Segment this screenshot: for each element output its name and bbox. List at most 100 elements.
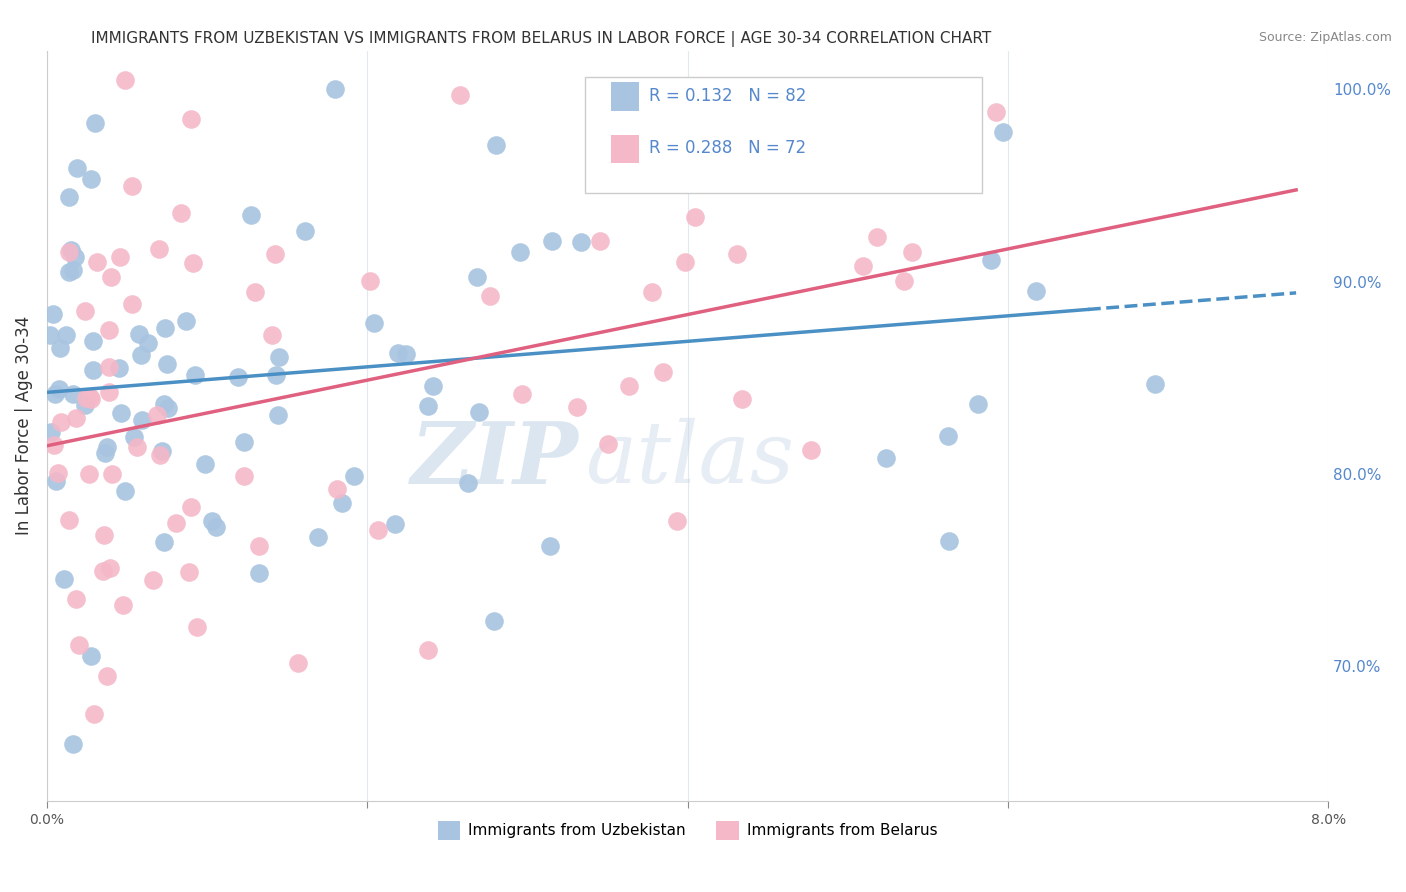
- Point: [538, 539, 561, 553]
- Point: [725, 247, 748, 261]
- Point: [82, 363, 104, 377]
- Point: [73, 304, 96, 318]
- Point: [66, 161, 89, 175]
- Point: [294, 224, 316, 238]
- Point: [79, 392, 101, 406]
- Point: [100, 269, 122, 284]
- Point: [233, 469, 256, 483]
- Point: [984, 105, 1007, 120]
- Point: [94, 445, 117, 459]
- Point: [204, 519, 226, 533]
- Point: [384, 516, 406, 531]
- Point: [468, 404, 491, 418]
- Point: [98, 359, 121, 374]
- Point: [186, 620, 208, 634]
- Point: [174, 314, 197, 328]
- Point: [58, 244, 80, 259]
- Point: [264, 247, 287, 261]
- Point: [82, 334, 104, 349]
- Point: [58, 265, 80, 279]
- Point: [100, 467, 122, 482]
- Point: [75, 398, 97, 412]
- Point: [731, 392, 754, 406]
- Text: ZIP: ZIP: [411, 417, 579, 501]
- Point: [1025, 284, 1047, 298]
- Point: [49, 342, 72, 356]
- Point: [267, 408, 290, 422]
- Text: Source: ZipAtlas.com: Source: ZipAtlas.com: [1258, 31, 1392, 45]
- Point: [125, 440, 148, 454]
- Point: [145, 408, 167, 422]
- Text: R = 0.132   N = 82: R = 0.132 N = 82: [650, 87, 807, 104]
- Point: [46, 466, 69, 480]
- Point: [484, 614, 506, 628]
- Point: [49, 415, 72, 429]
- Point: [201, 514, 224, 528]
- Point: [980, 253, 1002, 268]
- Point: [59, 244, 82, 258]
- Point: [422, 379, 444, 393]
- Point: [183, 368, 205, 382]
- Point: [153, 535, 176, 549]
- Point: [359, 274, 381, 288]
- Point: [617, 378, 640, 392]
- Point: [721, 95, 744, 109]
- Point: [152, 397, 174, 411]
- Point: [478, 289, 501, 303]
- Text: R = 0.288   N = 72: R = 0.288 N = 72: [650, 139, 806, 157]
- Point: [124, 430, 146, 444]
- Point: [142, 573, 165, 587]
- Point: [326, 482, 349, 496]
- Point: [893, 274, 915, 288]
- FancyBboxPatch shape: [610, 82, 638, 111]
- Point: [875, 451, 897, 466]
- Point: [180, 500, 202, 515]
- Point: [42, 307, 65, 321]
- Point: [717, 82, 740, 96]
- Point: [149, 448, 172, 462]
- Point: [169, 205, 191, 219]
- Point: [165, 516, 187, 531]
- Point: [264, 368, 287, 383]
- Point: [993, 124, 1015, 138]
- Point: [96, 440, 118, 454]
- Point: [485, 138, 508, 153]
- Point: [79, 390, 101, 404]
- Point: [652, 365, 675, 379]
- Point: [75, 391, 97, 405]
- Point: [38, 328, 60, 343]
- Point: [267, 350, 290, 364]
- Point: [307, 530, 329, 544]
- Point: [332, 495, 354, 509]
- Point: [83, 115, 105, 129]
- Point: [569, 235, 592, 250]
- Point: [44, 474, 66, 488]
- Point: [239, 208, 262, 222]
- Point: [465, 270, 488, 285]
- Point: [226, 369, 249, 384]
- Point: [153, 321, 176, 335]
- Text: IMMIGRANTS FROM UZBEKISTAN VS IMMIGRANTS FROM BELARUS IN LABOR FORCE | AGE 30-34: IMMIGRANTS FROM UZBEKISTAN VS IMMIGRANTS…: [91, 31, 991, 47]
- Point: [129, 348, 152, 362]
- Text: atlas: atlas: [585, 418, 794, 501]
- Point: [897, 111, 920, 125]
- Point: [243, 285, 266, 299]
- Point: [967, 397, 990, 411]
- Point: [42, 438, 65, 452]
- Point: [457, 476, 479, 491]
- Point: [114, 484, 136, 499]
- Point: [180, 112, 202, 126]
- Point: [52, 572, 75, 586]
- Legend: Immigrants from Uzbekistan, Immigrants from Belarus: Immigrants from Uzbekistan, Immigrants f…: [432, 815, 943, 846]
- Point: [262, 328, 284, 343]
- Point: [97, 384, 120, 399]
- Point: [65, 591, 87, 606]
- Point: [287, 656, 309, 670]
- Point: [936, 428, 959, 442]
- Point: [65, 410, 87, 425]
- Point: [666, 515, 689, 529]
- Point: [1144, 377, 1167, 392]
- Point: [596, 437, 619, 451]
- Point: [136, 336, 159, 351]
- Point: [112, 598, 135, 612]
